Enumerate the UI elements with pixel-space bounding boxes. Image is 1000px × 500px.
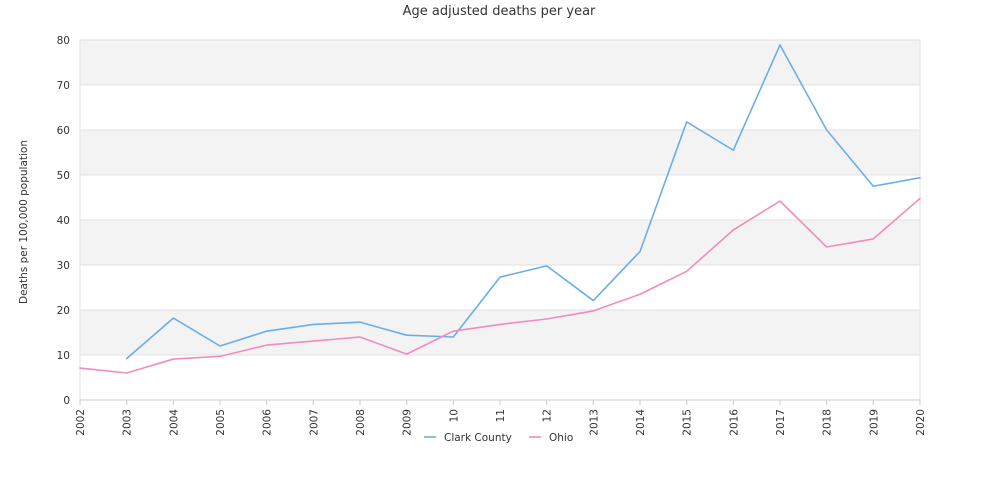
- series-lines: [79, 44, 921, 374]
- x-tick-label: 11: [495, 409, 507, 422]
- x-tick-label: 2002: [75, 409, 87, 436]
- chart-title: Age adjusted deaths per year: [403, 4, 596, 19]
- x-tick-label: 2015: [682, 409, 694, 436]
- x-tick-label: 2007: [308, 409, 320, 436]
- x-tick-label: 2017: [775, 409, 787, 436]
- grid-band: [80, 220, 920, 265]
- x-tick-label: 2008: [355, 409, 367, 436]
- x-tick-label: 2009: [402, 409, 414, 436]
- x-tick-label: 2013: [588, 409, 600, 436]
- series-line-ohio: [79, 197, 921, 374]
- y-tick-label: 40: [57, 215, 70, 227]
- x-tick-label: 2018: [822, 409, 834, 436]
- x-axis-ticks: 2002 2003 2004 2005 2006 2007 2008 2009 10 11 12 20…: [75, 400, 927, 436]
- legend-label-clark-county: Clark County: [444, 432, 512, 444]
- y-tick-label: 0: [63, 395, 70, 407]
- y-tick-label: 30: [57, 260, 70, 272]
- grid-band: [80, 85, 920, 130]
- x-tick-label: 2020: [915, 409, 927, 436]
- x-tick-label: 2016: [728, 409, 740, 436]
- y-tick-label: 60: [57, 125, 70, 137]
- x-tick-label: 2003: [122, 409, 134, 436]
- x-tick-label: 2019: [868, 409, 880, 436]
- series-line-clark-county: [125, 44, 921, 360]
- x-tick-label: 2006: [262, 409, 274, 436]
- grid-band: [80, 310, 920, 355]
- y-tick-label: 50: [57, 170, 70, 182]
- grid-band: [80, 130, 920, 175]
- x-tick-label: 2014: [635, 409, 647, 436]
- y-tick-label: 80: [57, 35, 70, 47]
- x-tick-label: 12: [542, 409, 554, 422]
- legend: Clark County Ohio: [424, 432, 573, 444]
- grid-bands: [80, 40, 920, 400]
- grid-band: [80, 175, 920, 220]
- grid-band: [80, 355, 920, 400]
- x-tick-label: 2004: [168, 409, 180, 436]
- y-tick-label: 20: [57, 305, 70, 317]
- y-axis-ticks: 0 10 20 30 40 50 60 70 80: [57, 35, 70, 407]
- y-tick-label: 70: [57, 80, 70, 92]
- x-tick-label: 10: [448, 409, 460, 422]
- grid-band: [80, 265, 920, 310]
- y-axis-label: Deaths per 100,000 population: [18, 140, 30, 304]
- x-tick-label: 2005: [215, 409, 227, 436]
- y-tick-label: 10: [57, 350, 70, 362]
- grid-band: [80, 40, 920, 85]
- legend-label-ohio: Ohio: [549, 432, 573, 444]
